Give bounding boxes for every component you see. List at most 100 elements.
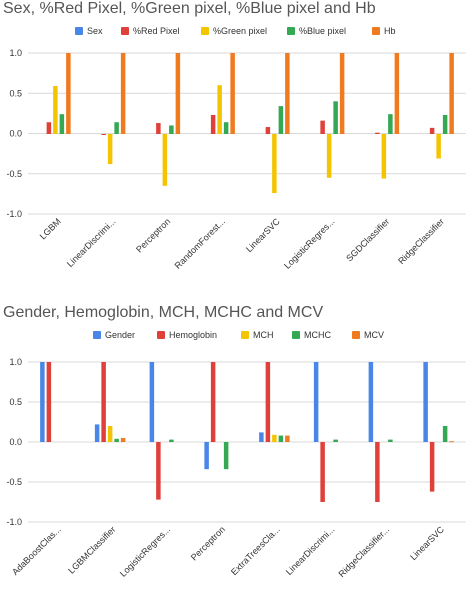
bar <box>120 53 126 134</box>
bar <box>388 114 393 134</box>
bar <box>278 106 284 134</box>
bar <box>169 125 174 134</box>
chart-panel-1: Sex, %Red Pixel, %Green pixel, %Blue pix… <box>0 0 474 295</box>
y-tick-label: -0.5 <box>6 477 22 487</box>
x-tick-label: LinearDiscrimi... <box>284 524 337 577</box>
bar <box>320 120 325 134</box>
bar <box>210 114 216 134</box>
bar <box>46 362 52 442</box>
x-tick-label: AdaBoostClas... <box>10 524 63 577</box>
x-tick-label: ExtraTreesCla... <box>229 524 282 577</box>
bar <box>272 434 277 442</box>
bar <box>162 134 168 186</box>
chart-title: Gender, Hemoglobin, MCH, MCHC and MCV <box>3 304 324 321</box>
bar <box>217 85 222 134</box>
legend-swatch <box>121 27 129 35</box>
bar <box>326 134 332 178</box>
x-tick-label: LinearDiscrimi... <box>65 216 118 269</box>
chart-legend: Gender Hemoglobin MCH MCHC MCV <box>0 330 474 344</box>
bar <box>320 442 325 502</box>
bar <box>210 362 216 442</box>
legend-swatch <box>372 27 380 35</box>
bar <box>149 362 155 442</box>
legend-label: Hb <box>384 26 396 36</box>
bar <box>278 435 284 442</box>
bar <box>333 439 338 442</box>
bar <box>230 53 235 134</box>
bar <box>223 122 229 134</box>
bar <box>107 134 113 165</box>
bar <box>423 362 428 442</box>
bar <box>259 432 264 442</box>
x-tick-label: RidgeClassifier... <box>336 524 391 579</box>
bar <box>46 122 52 134</box>
legend-swatch <box>93 331 101 339</box>
bar <box>333 101 338 134</box>
bar <box>375 132 380 134</box>
bar <box>339 53 345 134</box>
chart-legend: Sex %Red Pixel %Green pixel %Blue pixel Hb <box>0 26 474 40</box>
bar <box>223 442 229 470</box>
x-tick-label: RandomForest... <box>173 216 227 270</box>
bar <box>449 441 454 443</box>
legend-label: Hemoglobin <box>169 330 218 340</box>
bar <box>169 439 174 442</box>
y-tick-label: -1.0 <box>6 209 22 219</box>
x-tick-label: LGBM <box>38 216 63 241</box>
bar <box>285 53 290 134</box>
bar <box>156 442 161 500</box>
x-tick-label: Perceptron <box>134 216 172 254</box>
bar <box>381 134 387 179</box>
x-tick-label: LGBMClassifier <box>66 524 117 575</box>
y-tick-label: 0.5 <box>9 88 22 98</box>
legend-label: MCV <box>364 330 384 340</box>
chart-title: Sex, %Red Pixel, %Green pixel, %Blue pix… <box>3 0 376 17</box>
bar <box>101 362 106 442</box>
x-tick-label: RidgeClassifier <box>396 216 446 266</box>
bar <box>394 53 400 134</box>
bar <box>59 114 65 134</box>
x-tick-label: Perceptron <box>189 524 227 562</box>
y-tick-label: 1.0 <box>9 48 22 58</box>
y-tick-label: 0.5 <box>9 397 22 407</box>
bar <box>156 123 161 134</box>
y-tick-label: 0.0 <box>9 129 22 139</box>
legend-label: MCHC <box>304 330 331 340</box>
y-tick-label: 0.0 <box>9 437 22 447</box>
bar <box>175 53 181 134</box>
bar <box>442 426 448 442</box>
bar <box>442 114 448 134</box>
legend-swatch <box>287 27 295 35</box>
bar <box>204 442 209 470</box>
bar <box>449 53 454 134</box>
legend-label: Sex <box>87 26 103 36</box>
bar <box>94 424 100 442</box>
x-tick-label: LinearSVC <box>244 216 282 254</box>
legend-swatch <box>352 331 360 339</box>
bar <box>107 426 113 442</box>
bar <box>429 442 435 492</box>
legend-swatch <box>157 331 165 339</box>
bar <box>40 362 45 442</box>
y-tick-label: -0.5 <box>6 169 22 179</box>
bar <box>285 435 290 442</box>
bar <box>313 362 319 442</box>
y-tick-label: -1.0 <box>6 517 22 527</box>
bar <box>436 134 441 159</box>
legend-swatch <box>292 331 300 339</box>
y-tick-label: 1.0 <box>9 357 22 367</box>
legend-label: MCH <box>253 330 274 340</box>
chart-panel-2: Gender, Hemoglobin, MCH, MCHC and MCV Ge… <box>0 304 474 591</box>
x-tick-label: LogisticRegres... <box>118 524 172 578</box>
bar <box>66 53 71 134</box>
bar <box>114 438 119 442</box>
bar <box>368 362 374 442</box>
bar <box>265 127 271 134</box>
chart-plot: 1.0 0.5 0.0 -0.5 -1.0 LGBM LinearDiscrimi... Pe… <box>6 48 466 271</box>
bar <box>429 127 435 134</box>
x-tick-label: LinearSVC <box>408 524 446 562</box>
bar <box>101 134 106 135</box>
bar <box>388 439 393 442</box>
bar <box>120 438 126 442</box>
